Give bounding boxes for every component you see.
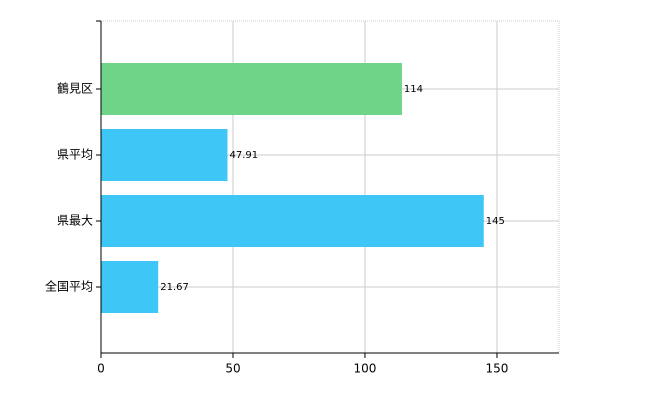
y-tick-label: 県平均 <box>57 148 93 162</box>
bar <box>101 195 484 247</box>
value-label: 145 <box>486 216 505 227</box>
value-label: 21.67 <box>160 282 189 293</box>
x-tick-label: 100 <box>354 362 377 376</box>
value-label: 47.91 <box>229 150 258 161</box>
bar <box>101 261 159 313</box>
x-tick-label: 50 <box>225 362 240 376</box>
y-tick-label: 鶴見区 <box>57 81 93 96</box>
bar <box>101 129 228 181</box>
value-label: 114 <box>404 84 423 95</box>
x-tick-label: 150 <box>486 362 509 376</box>
y-tick-label: 全国平均 <box>45 279 93 294</box>
y-tick-label: 県最大 <box>57 214 93 228</box>
x-tick-label: 0 <box>97 362 105 376</box>
bar <box>101 63 402 115</box>
